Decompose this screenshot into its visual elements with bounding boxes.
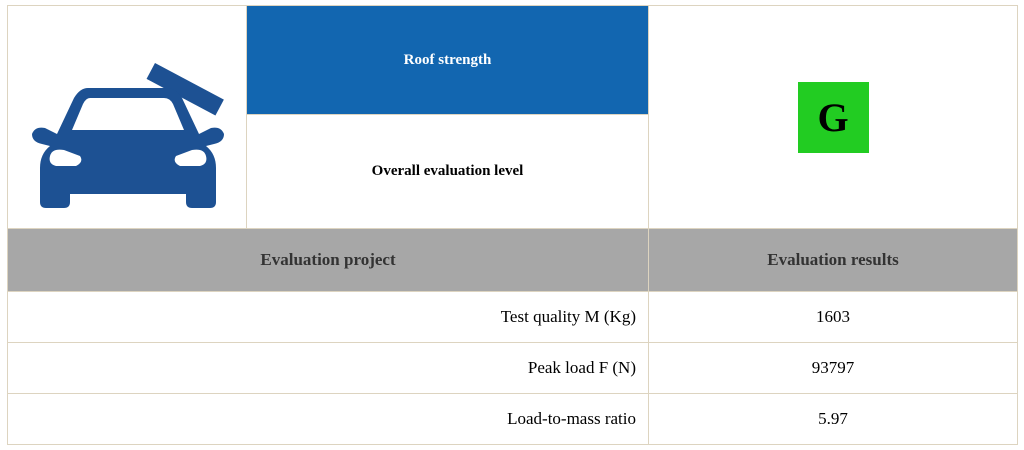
car-icon-cell: [7, 5, 247, 229]
row-value: 93797: [648, 342, 1018, 394]
table-row: Load-to-mass ratio 5.97: [7, 393, 1018, 445]
row-label: Test quality M (Kg): [7, 291, 649, 343]
row-value: 1603: [648, 291, 1018, 343]
row-label: Peak load F (N): [7, 342, 649, 394]
row-value: 5.97: [648, 393, 1018, 445]
overall-evaluation-label: Overall evaluation level: [246, 114, 649, 229]
evaluation-table: Roof strength G Overall evaluation level…: [7, 4, 1018, 445]
table-row: Peak load F (N) 93797: [7, 342, 1018, 394]
car-roof-crush-icon: [32, 63, 224, 208]
grade-badge: G: [797, 81, 869, 153]
grade-cell: G: [648, 5, 1018, 229]
table-row: Test quality M (Kg) 1603: [7, 291, 1018, 343]
evaluation-results-header: Evaluation results: [648, 228, 1018, 292]
table-header-row: Evaluation project Evaluation results: [7, 228, 1018, 292]
evaluation-project-header: Evaluation project: [7, 228, 649, 292]
evaluation-table-container: Roof strength G Overall evaluation level…: [7, 4, 1018, 445]
row-label: Load-to-mass ratio: [7, 393, 649, 445]
roof-strength-header: Roof strength: [246, 4, 649, 116]
